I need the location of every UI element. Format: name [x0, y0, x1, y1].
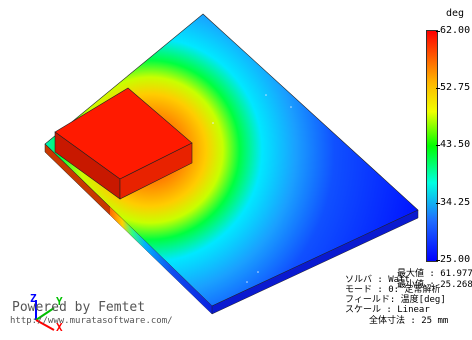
brand-text: Powered by Femtet	[12, 300, 146, 315]
mode-info: モード : 0: 定常解析	[345, 285, 441, 295]
axis-z-label: Z	[30, 292, 37, 305]
axis-y-label: Y	[56, 295, 63, 308]
legend-tick-max: 62.00	[440, 25, 471, 36]
solver-info: ソルバ : Watt	[345, 275, 410, 285]
legend-unit: deg	[446, 8, 465, 19]
max-value: 最大値 : 61.977	[397, 269, 472, 279]
legend-tick-mark	[436, 145, 440, 146]
overall-size: 全体寸法 : 25 mm	[369, 316, 449, 326]
legend-tick-mark	[436, 260, 440, 261]
brand-url: http://www.muratasoftware.com/	[10, 316, 173, 326]
plate-render	[44, 13, 419, 315]
min-value: 最小値 : 25.268	[397, 280, 472, 290]
legend-tick-min: 25.00	[440, 254, 471, 265]
legend-tick-3: 43.50	[440, 139, 471, 150]
plate-side-right	[211, 209, 419, 315]
legend-tick-mark	[436, 88, 440, 89]
legend-tick-4: 34.25	[440, 197, 471, 208]
plate-side-left-shade	[110, 207, 212, 314]
legend-tick-2: 52.75	[440, 82, 471, 93]
block-front-right	[119, 142, 193, 200]
field-info: フィールド: 温度[deg]	[345, 295, 446, 305]
legend-tick-mark	[436, 203, 440, 204]
scale-info: スケール : Linear	[345, 305, 430, 315]
color-legend-bar	[426, 30, 438, 262]
legend-tick-mark	[436, 31, 440, 32]
